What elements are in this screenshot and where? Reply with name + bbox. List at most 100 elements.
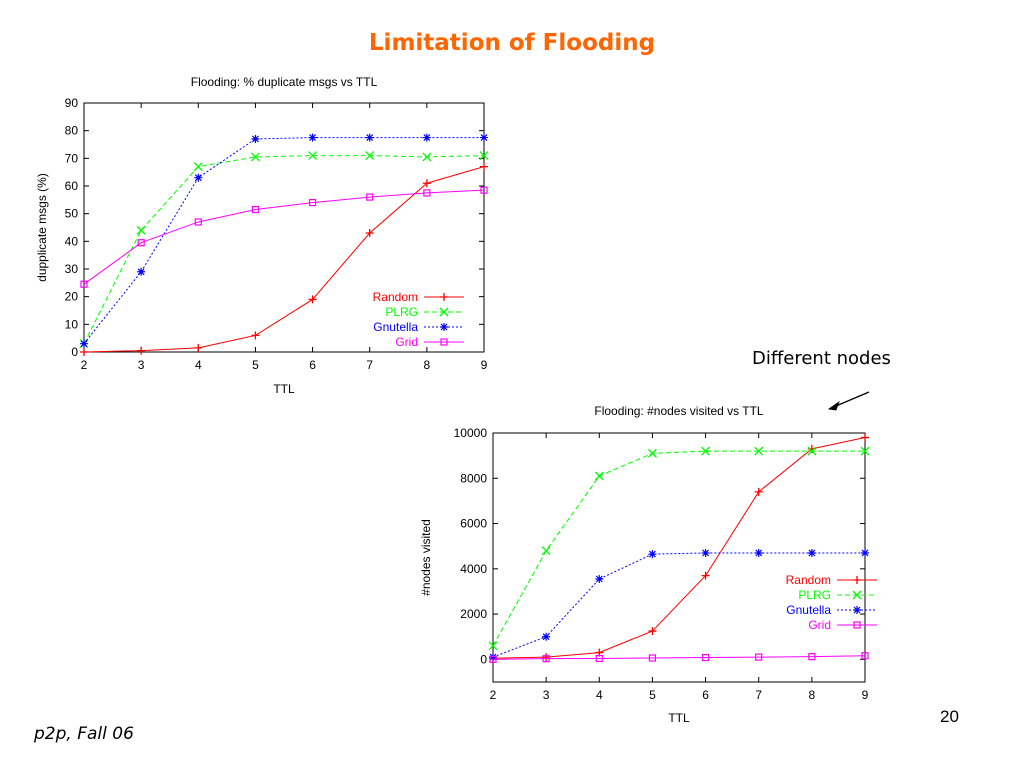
series-line [492,450,865,647]
data-point [861,433,869,442]
y-tick-label: 0 [71,345,78,359]
x-tick-label: 8 [809,688,816,702]
y-tick-label: 0 [480,652,487,666]
x-tick-label: 3 [138,358,145,372]
x-axis-label: TTL [668,711,690,725]
y-tick-label: 60 [65,179,79,193]
annotation-arrowhead [827,400,840,411]
data-point [648,550,657,559]
y-tick-label: 6000 [460,517,487,531]
data-point [137,346,146,355]
legend-marker [440,338,448,346]
chart-1: Flooding: % duplicate msgs vs TTL 0 10 20 30… [35,75,489,396]
data-point [422,152,432,162]
legend-marker [853,621,861,629]
data-point [194,218,202,226]
legend-entry: Random [373,290,464,304]
x-tick-label: 6 [702,688,709,702]
y-tick-label: 4000 [460,562,487,576]
data-point [80,339,88,348]
data-point [308,295,317,304]
data-point [308,133,317,142]
data-point [80,348,88,356]
x-tick-label: 5 [252,358,259,372]
series-line [83,166,485,353]
legend-entry: Gnutella [786,603,877,617]
data-point [480,133,488,142]
data-point [308,199,317,207]
data-point [423,189,431,197]
legend-marker [853,576,861,584]
x-tick-label: 2 [490,688,497,702]
data-point [755,653,763,661]
data-point [251,205,260,214]
data-point [701,446,711,456]
annotation-text: Different nodes [752,348,891,369]
legend-label: Gnutella [786,603,831,617]
legend-entry: Random [786,573,877,587]
y-tick-label: 10000 [454,426,488,440]
data-point [80,280,88,288]
page-number: 20 [940,707,959,726]
x-tick-label: 9 [481,358,488,372]
data-point [861,652,869,660]
chart-title: Flooding: % duplicate msgs vs TTL [191,75,378,89]
y-tick-label: 40 [65,234,79,248]
data-point [489,653,497,662]
data-point [701,653,710,662]
x-tick-label: 5 [649,688,656,702]
legend-marker [852,590,862,600]
x-tick-label: 7 [366,358,373,372]
data-point [366,193,374,201]
legend-label: PLRG [798,588,831,602]
data-point [808,653,816,661]
data-point [647,448,657,458]
legend-label: Grid [395,335,418,349]
series-random [80,162,488,356]
plot-frame [83,102,485,353]
data-point [137,239,145,247]
series-line [83,137,484,345]
series-gnutella [80,133,488,348]
legend-label: Random [373,290,418,304]
series-grid [489,652,869,663]
slide-title: Limitation of Flooding [368,30,656,56]
data-point [541,546,551,556]
legend-entry: PLRG [385,305,464,319]
data-point [194,343,203,352]
data-point [194,173,203,182]
legend-label: PLRG [385,305,418,319]
data-point [754,446,764,456]
chart-title: Flooding: #nodes visited vs TTL [594,404,764,418]
legend-marker [440,323,448,331]
data-point [595,575,604,584]
y-tick-label: 80 [65,124,79,138]
legend-marker [440,293,448,301]
data-point [365,133,374,142]
data-point [701,571,710,580]
data-point [479,151,489,161]
data-point [365,151,375,161]
y-tick-label: 20 [65,290,79,304]
y-tick-label: 50 [65,207,79,221]
y-tick-label: 8000 [460,471,487,485]
x-tick-label: 9 [862,688,869,702]
y-tick-label: 30 [65,262,79,276]
series-line [83,189,485,285]
y-axis-label: dupplicate msgs (%) [35,173,49,282]
legend-entry: Grid [395,335,464,349]
series-line [83,155,485,344]
legend-label: Gnutella [373,320,418,334]
data-point [648,627,657,636]
data-point [250,152,260,162]
footer-text: p2p, Fall 06 [34,724,134,744]
x-tick-label: 4 [596,688,603,702]
legend-label: Grid [808,618,831,632]
data-point [251,134,260,143]
legend-entry: PLRG [798,588,877,602]
legend-marker [439,307,449,317]
data-point [308,151,318,161]
data-point [480,186,488,194]
data-point [422,133,431,142]
data-point [488,641,498,651]
